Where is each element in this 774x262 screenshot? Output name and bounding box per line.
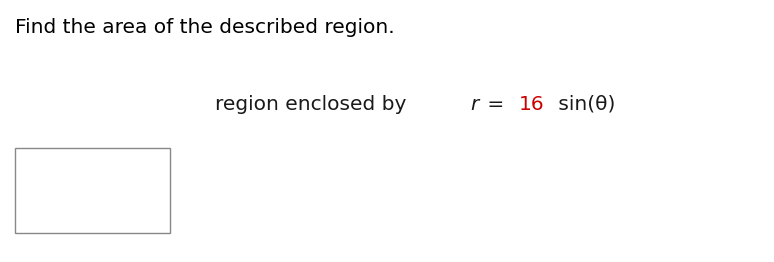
Text: =: =: [481, 95, 510, 114]
Text: 16: 16: [519, 95, 545, 114]
Bar: [15, 148, 170, 233]
Text: sin(θ): sin(θ): [552, 95, 615, 114]
Text: region enclosed by: region enclosed by: [215, 95, 413, 114]
Text: Find the area of the described region.: Find the area of the described region.: [15, 18, 395, 37]
Text: r: r: [470, 95, 478, 114]
